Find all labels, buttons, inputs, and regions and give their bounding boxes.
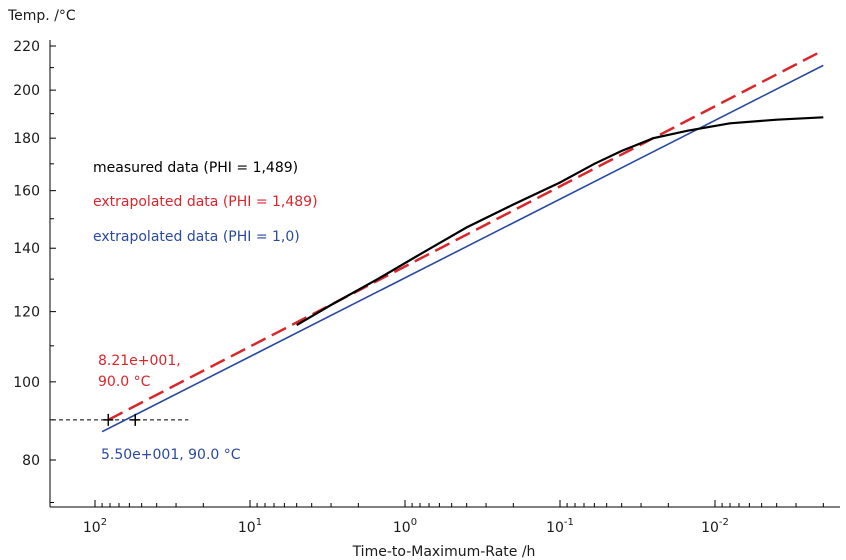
y-axis-ticks: 80 100 120 140 160 180 200 220 bbox=[13, 39, 56, 503]
legend-extrapolated-phi-1: extrapolated data (PHI = 1,0) bbox=[93, 229, 300, 245]
series-group bbox=[101, 49, 824, 433]
series-0-line bbox=[296, 116, 824, 327]
x-tick-label-1: 101 bbox=[238, 517, 262, 536]
x-axis-title: Time-to-Maximum-Rate /h bbox=[352, 544, 536, 560]
legend-measured: measured data (PHI = 1,489) bbox=[93, 160, 298, 176]
annotation-red-line2: 90.0 °C bbox=[98, 374, 151, 390]
annotation-blue: 5.50e+001, 90.0 °C bbox=[101, 447, 241, 463]
annotation-red-line1: 8.21e+001, bbox=[98, 353, 181, 369]
x-tick-label-2: 102 bbox=[83, 517, 107, 536]
legend-extrapolated-phi-1489: extrapolated data (PHI = 1,489) bbox=[93, 194, 318, 210]
marker-cross-0 bbox=[103, 413, 114, 426]
x-tick-label-0: 100 bbox=[393, 517, 417, 536]
y-tick-label-100: 100 bbox=[13, 375, 40, 391]
series-2-line bbox=[101, 64, 824, 433]
y-tick-label-160: 160 bbox=[13, 184, 40, 200]
annotations: 8.21e+001, 90.0 °C 5.50e+001, 90.0 °C bbox=[98, 353, 241, 463]
series-1-line bbox=[107, 49, 824, 421]
y-tick-label-220: 220 bbox=[13, 39, 40, 55]
y-tick-label-140: 140 bbox=[13, 241, 40, 257]
y-tick-label-120: 120 bbox=[13, 305, 40, 321]
x-tick-label--2: 10-2 bbox=[701, 517, 729, 536]
marker-group bbox=[103, 413, 141, 426]
y-tick-label-180: 180 bbox=[13, 131, 40, 147]
x-axis-ticks: 102 101 100 10-1 10-2 bbox=[83, 500, 824, 536]
y-tick-label-80: 80 bbox=[22, 453, 40, 469]
legend: measured data (PHI = 1,489) extrapolated… bbox=[93, 160, 318, 245]
marker-cross-1 bbox=[130, 413, 141, 426]
y-tick-label-200: 200 bbox=[13, 83, 40, 99]
y-axis-title: Temp. /°C bbox=[7, 8, 76, 24]
x-tick-label--1: 10-1 bbox=[546, 517, 574, 536]
